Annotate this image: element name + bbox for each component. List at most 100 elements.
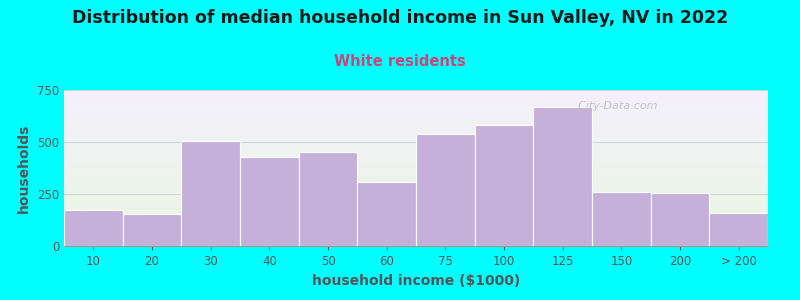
Bar [64, 239, 768, 240]
Bar [64, 135, 768, 136]
Bar [64, 153, 768, 154]
Bar [64, 108, 768, 109]
Bar [64, 94, 768, 95]
Bar [64, 212, 768, 213]
Bar [64, 114, 768, 115]
Bar [64, 120, 768, 121]
Bar [64, 169, 768, 170]
Bar [64, 115, 768, 116]
Bar [64, 234, 768, 235]
Bar [64, 131, 768, 132]
Bar [64, 242, 768, 243]
Bar [64, 202, 768, 203]
Bar [64, 155, 768, 156]
Bar [64, 99, 768, 100]
Bar [64, 211, 768, 212]
Bar [64, 168, 768, 169]
Bar [64, 121, 768, 122]
Bar [64, 244, 768, 245]
Bar [64, 160, 768, 161]
Bar [64, 95, 768, 96]
Bar [64, 101, 768, 102]
Bar [64, 109, 768, 110]
Bar [64, 167, 768, 168]
Bar [64, 118, 768, 119]
Bar [64, 129, 768, 130]
Bar [64, 171, 768, 172]
Bar [592, 192, 650, 246]
Bar [64, 172, 768, 173]
Bar [64, 197, 768, 198]
Bar [64, 127, 768, 128]
Bar [64, 214, 768, 215]
Bar [64, 228, 768, 229]
Bar [64, 132, 768, 133]
Bar [64, 173, 768, 174]
Bar [64, 196, 768, 197]
Bar [64, 140, 768, 141]
Bar [64, 210, 768, 211]
Bar [64, 149, 768, 150]
Bar [64, 166, 768, 167]
Y-axis label: households: households [18, 123, 31, 213]
Bar [64, 208, 768, 209]
Bar [64, 243, 768, 244]
Bar [64, 112, 768, 113]
Bar [64, 119, 768, 120]
Bar [64, 203, 768, 204]
Bar [64, 110, 768, 111]
Bar [64, 92, 768, 93]
Bar [64, 190, 768, 191]
Bar [64, 230, 768, 231]
Bar [64, 117, 768, 118]
Bar [64, 164, 768, 165]
Bar [64, 204, 768, 205]
Bar [64, 137, 768, 138]
Bar [474, 125, 534, 246]
Bar [64, 161, 768, 162]
Bar [182, 141, 240, 246]
Bar [64, 136, 768, 137]
Bar [64, 193, 768, 194]
Bar [650, 193, 710, 246]
Bar [64, 146, 768, 147]
Bar [298, 152, 358, 246]
Bar [64, 221, 768, 222]
Bar [534, 106, 592, 246]
Bar [64, 133, 768, 134]
Bar [64, 191, 768, 192]
Bar [64, 201, 768, 202]
Bar [64, 170, 768, 171]
Bar [64, 237, 768, 238]
Bar [64, 225, 768, 226]
Bar [64, 96, 768, 97]
Bar [64, 125, 768, 126]
Bar [64, 236, 768, 237]
X-axis label: household income ($1000): household income ($1000) [312, 274, 520, 288]
Bar [64, 143, 768, 144]
Bar [64, 181, 768, 182]
Bar [64, 179, 768, 180]
Bar [64, 206, 768, 207]
Bar [64, 103, 768, 104]
Bar [122, 214, 182, 246]
Bar [64, 152, 768, 153]
Bar [64, 182, 768, 183]
Bar [64, 165, 768, 166]
Text: Distribution of median household income in Sun Valley, NV in 2022: Distribution of median household income … [72, 9, 728, 27]
Bar [64, 232, 768, 233]
Bar [64, 130, 768, 131]
Bar [64, 100, 768, 101]
Bar [64, 159, 768, 160]
Text: White residents: White residents [334, 54, 466, 69]
Bar [64, 151, 768, 152]
Bar [64, 162, 768, 163]
Bar [64, 222, 768, 223]
Bar [64, 186, 768, 187]
Bar [64, 157, 768, 158]
Bar [64, 154, 768, 155]
Bar [64, 209, 768, 210]
Bar [64, 223, 768, 224]
Bar [64, 180, 768, 181]
Bar [64, 138, 768, 139]
